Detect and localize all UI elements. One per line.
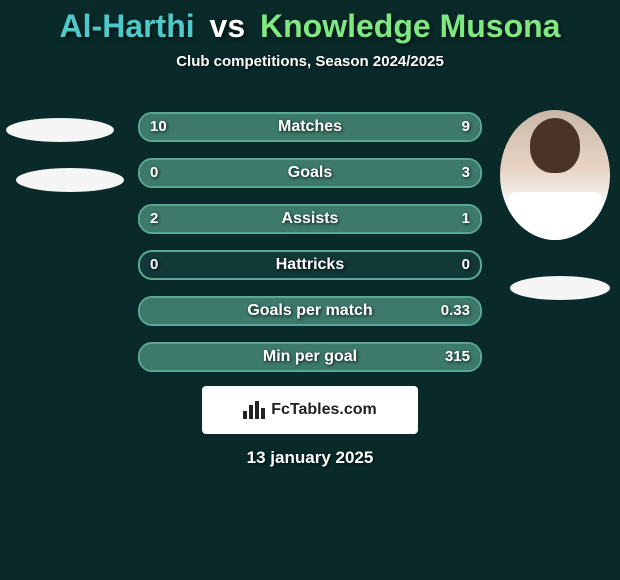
stat-value-right: 9 xyxy=(462,114,470,140)
player2-name: Knowledge Musona xyxy=(260,8,560,44)
stat-value-right: 3 xyxy=(462,160,470,186)
stat-row: Goals per match0.33 xyxy=(138,296,482,326)
stat-value-right: 315 xyxy=(445,344,470,370)
date-text: 13 january 2025 xyxy=(0,448,620,468)
stat-label: Matches xyxy=(140,114,480,140)
vs-text: vs xyxy=(210,8,246,44)
player2-portrait xyxy=(500,110,610,240)
player1-portrait xyxy=(6,118,114,142)
comparison-infographic: Al-Harthi vs Knowledge Musona Club compe… xyxy=(0,0,620,580)
brand-badge: FcTables.com xyxy=(202,386,418,434)
stat-value-right: 1 xyxy=(462,206,470,232)
brand-bars-icon xyxy=(243,401,265,419)
stat-row: 2Assists1 xyxy=(138,204,482,234)
stat-value-right: 0 xyxy=(462,252,470,278)
stat-row: 10Matches9 xyxy=(138,112,482,142)
stat-row: 0Goals3 xyxy=(138,158,482,188)
player1-name-placeholder xyxy=(16,168,124,192)
subtitle: Club competitions, Season 2024/2025 xyxy=(0,53,620,70)
stat-label: Goals xyxy=(140,160,480,186)
stat-label: Assists xyxy=(140,206,480,232)
stat-row: 0Hattricks0 xyxy=(138,250,482,280)
title: Al-Harthi vs Knowledge Musona xyxy=(0,0,620,45)
stat-row: Min per goal315 xyxy=(138,342,482,372)
brand-text: FcTables.com xyxy=(271,401,377,419)
stats-block: 10Matches90Goals32Assists10Hattricks0Goa… xyxy=(138,112,482,388)
player1-name: Al-Harthi xyxy=(60,8,195,44)
stat-label: Min per goal xyxy=(140,344,480,370)
stat-label: Goals per match xyxy=(140,298,480,324)
player2-name-placeholder xyxy=(510,276,610,300)
stat-label: Hattricks xyxy=(140,252,480,278)
stat-value-right: 0.33 xyxy=(441,298,470,324)
